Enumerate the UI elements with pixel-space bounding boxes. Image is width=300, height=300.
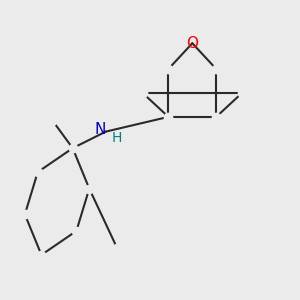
Text: N: N [94, 122, 106, 137]
Text: H: H [112, 131, 122, 145]
Text: O: O [186, 36, 198, 51]
